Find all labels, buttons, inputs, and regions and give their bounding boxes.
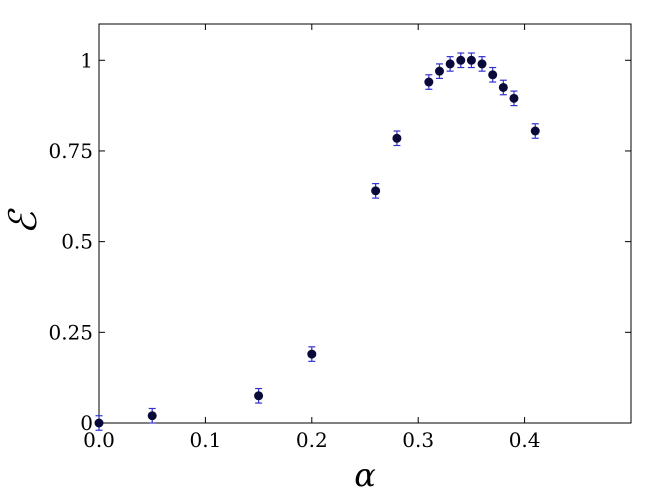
data-marker [371, 186, 381, 196]
data-point [445, 56, 455, 72]
data-point [392, 130, 402, 147]
data-marker [498, 82, 508, 92]
data-marker [392, 133, 402, 143]
data-marker [147, 411, 157, 421]
data-point [488, 66, 498, 83]
x-tick-label: 0.3 [402, 428, 434, 452]
data-point [434, 63, 444, 80]
x-tick-label: 0.1 [189, 428, 221, 452]
x-tick-label: 0.4 [509, 428, 541, 452]
data-point [94, 415, 104, 431]
data-marker [307, 349, 317, 359]
data-point [371, 183, 381, 199]
data-marker [94, 418, 104, 428]
data-point [307, 346, 317, 362]
x-tick-label: 0.2 [296, 428, 328, 452]
data-marker [530, 126, 540, 136]
data-point [530, 123, 540, 139]
y-axis-label: ℰ [1, 208, 45, 235]
data-point [254, 387, 264, 404]
data-point [424, 74, 434, 90]
data-marker [424, 77, 434, 87]
y-tick-label: 0 [80, 411, 93, 435]
data-marker [254, 391, 264, 401]
y-tick-label: 0.5 [61, 230, 93, 254]
y-tick-label: 0.25 [48, 320, 93, 344]
data-marker [456, 55, 466, 65]
y-tick-label: 0.75 [48, 139, 93, 163]
data-point [466, 52, 476, 69]
x-axis-label: α [354, 456, 376, 494]
data-point [498, 79, 508, 96]
x-tick-label: 0.0 [83, 428, 115, 452]
y-axis-ticks: 0 0.25 0.5 0.75 1 [48, 48, 631, 435]
x-axis-ticks: 0.0 0.1 0.2 0.3 0.4 [83, 24, 541, 452]
data-marker [488, 70, 498, 80]
data-marker [445, 59, 455, 69]
data-marker [509, 93, 519, 103]
data-point [456, 52, 466, 69]
data-point [477, 56, 487, 72]
data-points [94, 52, 540, 431]
data-point [509, 90, 519, 107]
data-marker [477, 59, 487, 69]
data-marker [466, 55, 476, 65]
y-tick-label: 1 [80, 48, 93, 72]
data-marker [434, 66, 444, 76]
plot-area [98, 23, 632, 424]
data-point [147, 407, 157, 424]
